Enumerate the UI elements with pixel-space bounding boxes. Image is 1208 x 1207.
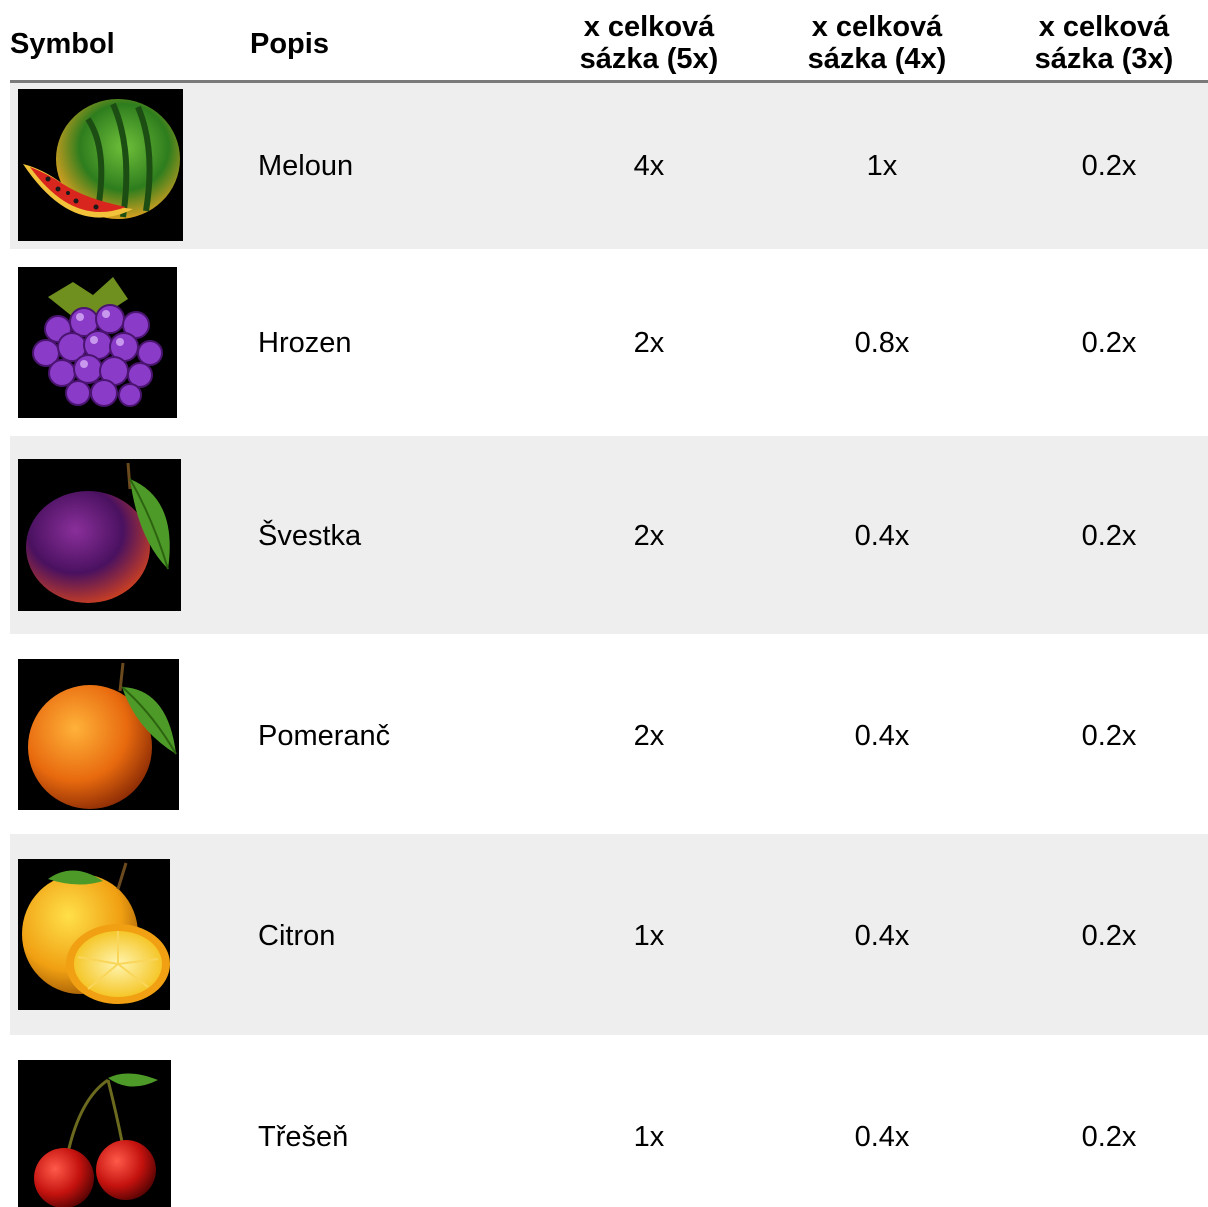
payout-3x: 0.2x bbox=[1081, 720, 1137, 752]
table-row: Pomeranč 2x 0.4x 0.2x bbox=[10, 634, 1208, 834]
orange-icon bbox=[18, 659, 179, 810]
table-row: Citron 1x 0.4x 0.2x bbox=[10, 834, 1208, 1035]
symbol-name: Hrozen bbox=[258, 327, 352, 359]
payout-4x: 0.4x bbox=[854, 1121, 910, 1153]
header-total-bet-3x: x celková sázka (3x) bbox=[1034, 11, 1174, 75]
header-symbol: Symbol bbox=[10, 28, 115, 60]
watermelon-icon bbox=[18, 89, 183, 241]
payout-4x: 1x bbox=[866, 150, 898, 182]
header-total-bet-5x: x celková sázka (5x) bbox=[579, 11, 719, 75]
table-row: Třešeň 1x 0.4x 0.2x bbox=[10, 1035, 1208, 1207]
payout-5x: 2x bbox=[633, 720, 665, 752]
symbol-name: Citron bbox=[258, 920, 336, 952]
payout-5x: 2x bbox=[633, 520, 665, 552]
payout-5x: 4x bbox=[633, 150, 665, 182]
payout-5x: 2x bbox=[633, 327, 665, 359]
payout-3x: 0.2x bbox=[1081, 520, 1137, 552]
payout-5x: 1x bbox=[633, 1121, 665, 1153]
grapes-icon bbox=[18, 267, 177, 418]
payout-4x: 0.4x bbox=[854, 720, 910, 752]
table-row: Meloun 4x 1x 0.2x bbox=[10, 83, 1208, 249]
symbol-name: Třešeň bbox=[258, 1121, 349, 1153]
payout-3x: 0.2x bbox=[1081, 150, 1137, 182]
symbol-name: Meloun bbox=[258, 150, 354, 182]
payout-4x: 0.8x bbox=[854, 327, 910, 359]
header-divider bbox=[10, 80, 1208, 83]
payout-5x: 1x bbox=[633, 920, 665, 952]
symbol-name: Pomeranč bbox=[258, 720, 391, 752]
table-row: Hrozen 2x 0.8x 0.2x bbox=[10, 249, 1208, 436]
symbol-name: Švestka bbox=[258, 520, 362, 552]
table-header: Symbol Popis x celková sázka (5x) x celk… bbox=[0, 0, 1208, 80]
lemon-icon bbox=[18, 859, 170, 1010]
payout-3x: 0.2x bbox=[1081, 920, 1137, 952]
payout-3x: 0.2x bbox=[1081, 327, 1137, 359]
payout-4x: 0.4x bbox=[854, 520, 910, 552]
cherry-icon bbox=[18, 1060, 171, 1207]
header-description: Popis bbox=[250, 28, 329, 60]
plum-icon bbox=[18, 459, 181, 611]
header-total-bet-4x: x celková sázka (4x) bbox=[807, 11, 947, 75]
payout-4x: 0.4x bbox=[854, 920, 910, 952]
payout-3x: 0.2x bbox=[1081, 1121, 1137, 1153]
table-row: Švestka 2x 0.4x 0.2x bbox=[10, 436, 1208, 634]
